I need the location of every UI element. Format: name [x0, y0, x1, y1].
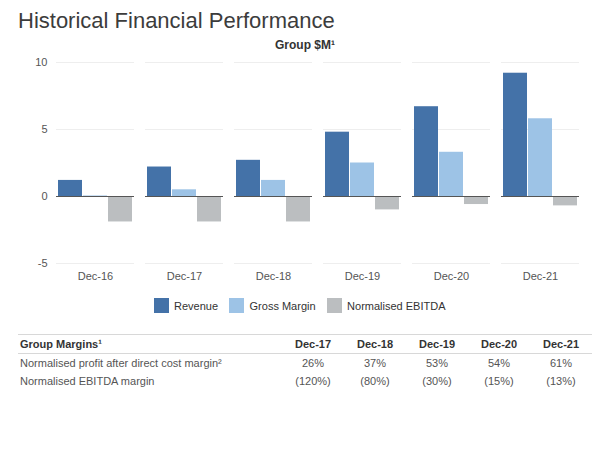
html-text:Dec-17: Dec-17 [295, 337, 331, 350]
html-text:Normalised EBITDA: Normalised EBITDA [347, 299, 446, 312]
html-text:(30%): (30%) [422, 374, 452, 387]
svg-text:Dec-21: Dec-21 [523, 270, 558, 282]
html-text:Group $M¹: Group $M¹ [275, 38, 335, 52]
svg-text:Dec-19: Dec-19 [345, 270, 380, 282]
html-text:(120%): (120%) [295, 374, 331, 387]
html-text:Dec-19: Dec-19 [419, 337, 455, 350]
svg-text:-5: -5 [38, 257, 48, 269]
html-text:(13%): (13%) [546, 374, 576, 387]
html-text:Normalised EBITDA margin: Normalised EBITDA margin [20, 374, 155, 387]
html-text:26%: 26% [302, 356, 324, 369]
svg-text:Dec-18: Dec-18 [256, 270, 291, 282]
html-text:Historical Financial Performan: Historical Financial Performance [18, 8, 335, 33]
html-text:53%: 53% [426, 356, 448, 369]
svg-text:Dec-20: Dec-20 [434, 270, 469, 282]
svg-text:Dec-16: Dec-16 [78, 270, 113, 282]
html-text:37%: 37% [364, 356, 386, 369]
html-text:Normalised profit after direct: Normalised profit after direct cost marg… [20, 356, 222, 369]
html-text:Dec-18: Dec-18 [357, 337, 393, 350]
html-text:Dec-20: Dec-20 [481, 337, 517, 350]
html-text:(80%): (80%) [360, 374, 390, 387]
svg-text:0: 0 [41, 190, 47, 202]
svg-text:10: 10 [35, 56, 47, 68]
svg-text:5: 5 [41, 123, 47, 135]
svg-text:Dec-17: Dec-17 [167, 270, 202, 282]
html-text:54%: 54% [488, 356, 510, 369]
html-text:(15%): (15%) [484, 374, 514, 387]
html-text:61%: 61% [550, 356, 572, 369]
html-text:Gross Margin: Gross Margin [249, 299, 316, 312]
html-text:Group Margins¹: Group Margins¹ [20, 337, 102, 350]
html-text:Dec-21: Dec-21 [543, 337, 579, 350]
html-text:Revenue: Revenue [174, 299, 218, 312]
